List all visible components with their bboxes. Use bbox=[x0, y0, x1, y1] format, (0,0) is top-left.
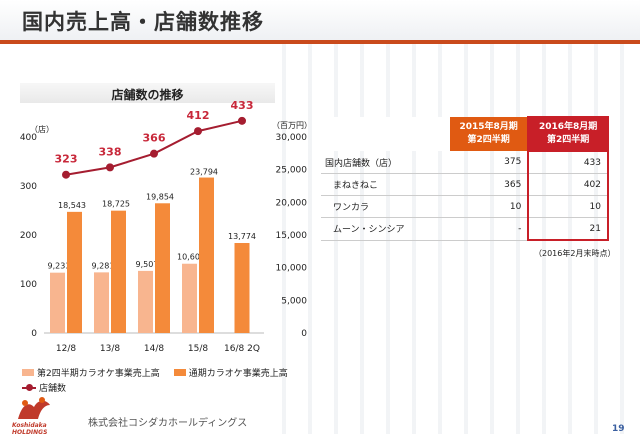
bar-q2-sales bbox=[94, 272, 109, 333]
point-store-count bbox=[238, 116, 246, 125]
cell-2015: 365 bbox=[450, 173, 529, 196]
point-label-store-count: 412 bbox=[187, 109, 210, 122]
header-2015-line1: 2015年8月期 bbox=[459, 122, 518, 132]
bar-label-q2-sales: 9,233 bbox=[48, 262, 71, 271]
row-label: ワンカラ bbox=[321, 195, 450, 218]
x-tick-label: 14/8 bbox=[144, 344, 164, 354]
right-axis-unit: （百万円） bbox=[272, 121, 312, 130]
point-label-store-count: 433 bbox=[231, 99, 254, 112]
chart-legend: 第2四半期カラオケ事業売上高 通期カラオケ事業売上高 店舗数 bbox=[22, 365, 288, 395]
chart-title-panel bbox=[20, 83, 275, 103]
cell-2016: 402 bbox=[527, 173, 609, 196]
header-2016-line2: 第2四半期 bbox=[547, 135, 590, 145]
title-rule bbox=[0, 40, 640, 44]
logo-text-line2: HOLDINGS bbox=[12, 429, 48, 436]
bar-label-full-year-sales: 18,725 bbox=[102, 200, 130, 209]
row-label: まねきねこ bbox=[321, 173, 450, 196]
x-tick-label: 16/8 2Q bbox=[224, 344, 260, 354]
cell-2016: 21 bbox=[527, 217, 609, 241]
table-header-row: 2015年8月期 第2四半期 2016年8月期 第2四半期 bbox=[321, 116, 609, 152]
x-tick-label: 12/8 bbox=[56, 344, 76, 354]
bar-q2-sales bbox=[50, 272, 65, 333]
legend-label-q2-sales: 第2四半期カラオケ事業売上高 bbox=[37, 369, 160, 379]
point-label-store-count: 338 bbox=[99, 145, 122, 158]
chart-title: 店舗数の推移 bbox=[111, 88, 184, 102]
right-tick-label: 20,000 bbox=[276, 198, 308, 208]
bar-label-full-year-sales: 18,543 bbox=[58, 201, 86, 210]
bar-label-full-year-sales: 23,794 bbox=[190, 168, 218, 177]
bar-full-year-sales bbox=[234, 243, 250, 333]
cell-2015: 375 bbox=[450, 151, 529, 174]
point-store-count bbox=[106, 163, 114, 172]
cell-2016: 10 bbox=[527, 195, 609, 218]
header-2016-line1: 2016年8月期 bbox=[539, 122, 598, 132]
bar-full-year-sales bbox=[67, 211, 82, 333]
header-2015-line2: 第2四半期 bbox=[467, 135, 510, 145]
point-store-count bbox=[194, 127, 202, 136]
table-note: （2016年2月末時点） bbox=[534, 249, 616, 258]
left-tick-label: 400 bbox=[20, 133, 37, 143]
bar-full-year-sales bbox=[155, 203, 170, 333]
table-header-2015: 2015年8月期 第2四半期 bbox=[450, 117, 529, 151]
bar-label-q2-sales: 9,507 bbox=[136, 260, 159, 269]
point-store-count bbox=[62, 170, 70, 179]
bar-full-year-sales bbox=[199, 177, 214, 333]
row-label: 国内店舗数（店） bbox=[321, 151, 450, 174]
left-tick-label: 200 bbox=[20, 231, 37, 241]
left-tick-label: 0 bbox=[31, 329, 37, 339]
bar-label-q2-sales: 10,602 bbox=[177, 253, 205, 262]
store-count-table: 2015年8月期 第2四半期 2016年8月期 第2四半期 国内店舗数（店） 375… bbox=[321, 116, 609, 241]
koshidaka-logo-icon bbox=[18, 397, 50, 419]
bar-q2-sales bbox=[138, 270, 153, 333]
company-name: 株式会社コシダカホールディングス bbox=[88, 418, 248, 429]
logo-text: Koshidaka HOLDINGS bbox=[12, 422, 47, 436]
legend-line-store-count bbox=[22, 383, 36, 391]
table-row: まねきねこ 365 402 bbox=[321, 173, 609, 196]
bar-label-q2-sales: 9,281 bbox=[92, 261, 115, 270]
right-tick-label: 10,000 bbox=[276, 264, 308, 274]
table-row: 国内店舗数（店） 375 433 bbox=[321, 151, 609, 174]
table-header-2016: 2016年8月期 第2四半期 bbox=[527, 116, 609, 152]
right-tick-label: 25,000 bbox=[276, 166, 308, 176]
legend-label-store-count: 店舗数 bbox=[39, 384, 67, 394]
cell-2015: - bbox=[450, 217, 529, 241]
cell-2015: 10 bbox=[450, 195, 529, 218]
right-tick-label: 0 bbox=[301, 329, 307, 339]
bar-label-full-year-sales: 19,854 bbox=[146, 192, 174, 201]
right-tick-label: 15,000 bbox=[276, 231, 308, 241]
cell-2016: 433 bbox=[527, 151, 609, 174]
legend-swatch-q2-sales bbox=[22, 369, 34, 376]
point-label-store-count: 323 bbox=[55, 153, 78, 166]
table-row: ムーン・シンシア - 21 bbox=[321, 217, 609, 241]
row-label: ムーン・シンシア bbox=[321, 217, 450, 241]
left-tick-label: 100 bbox=[20, 280, 37, 290]
logo-text-line1: Koshidaka bbox=[12, 422, 47, 429]
left-axis-unit: （店） bbox=[30, 124, 54, 134]
page-number: 19 bbox=[612, 424, 625, 434]
left-tick-label: 300 bbox=[20, 182, 37, 192]
table-row: ワンカラ 10 10 bbox=[321, 195, 609, 218]
point-store-count bbox=[150, 149, 158, 158]
bar-label-full-year-sales: 13,774 bbox=[228, 232, 256, 241]
right-tick-label: 30,000 bbox=[276, 133, 308, 143]
legend-swatch-full-year-sales bbox=[173, 369, 186, 376]
bar-q2-sales bbox=[182, 263, 197, 333]
x-tick-label: 13/8 bbox=[100, 344, 120, 354]
page-title: 国内売上高・店舗数推移 bbox=[22, 10, 264, 34]
title-bar bbox=[0, 0, 640, 42]
x-tick-label: 15/8 bbox=[188, 344, 208, 354]
bar-full-year-sales bbox=[111, 210, 126, 333]
legend-label-full-year-sales: 通期カラオケ事業売上高 bbox=[188, 369, 288, 379]
right-tick-label: 5,000 bbox=[281, 296, 307, 306]
table-header-empty bbox=[321, 117, 450, 151]
point-label-store-count: 366 bbox=[143, 132, 166, 145]
